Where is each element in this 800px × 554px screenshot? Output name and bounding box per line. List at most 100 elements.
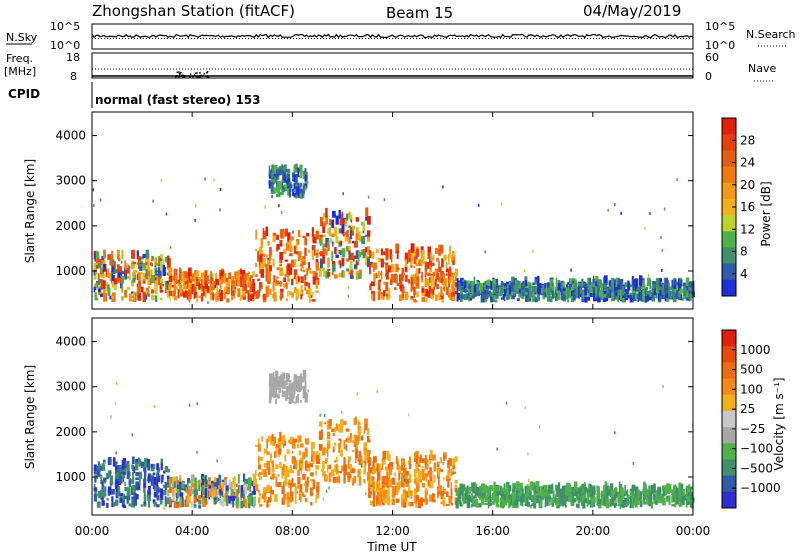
heatmap-cell: [320, 217, 324, 227]
heatmap-cell: [160, 290, 164, 293]
heatmap-cell: [387, 454, 391, 462]
heatmap-cell: [281, 382, 284, 389]
heatmap-cell: [271, 179, 276, 183]
heatmap-cell: [642, 279, 644, 287]
heatmap-cell: [289, 239, 292, 246]
heatmap-cell: [118, 258, 121, 262]
heatmap-cell: [273, 233, 277, 236]
heatmap-cell: [322, 461, 324, 464]
heatmap-speckle: [278, 204, 280, 208]
heatmap-cell: [626, 497, 630, 500]
heatmap-cell: [275, 476, 278, 486]
heatmap-cell: [686, 286, 689, 291]
heatmap-speckle: [500, 202, 503, 206]
heatmap-cell: [666, 299, 670, 302]
heatmap-cell: [97, 273, 100, 282]
heatmap-cell: [655, 497, 658, 501]
heatmap-cell: [260, 285, 263, 289]
heatmap-cell: [261, 493, 264, 498]
heatmap-cell: [164, 481, 167, 490]
heatmap-cell: [145, 249, 149, 259]
heatmap-cell: [263, 487, 267, 492]
heatmap-cell: [312, 276, 316, 285]
heatmap-cell: [408, 501, 412, 507]
heatmap-cell: [568, 484, 572, 492]
heatmap-cell: [454, 456, 458, 463]
heatmap-cell: [271, 164, 275, 174]
heatmap-cell: [457, 494, 460, 504]
heatmap-cell: [540, 498, 543, 505]
heatmap-cell: [531, 285, 536, 288]
heatmap-cell: [279, 251, 284, 260]
heatmap-cell: [468, 486, 471, 494]
heatmap-cell: [569, 290, 572, 299]
heatmap-speckle: [620, 211, 622, 215]
heatmap-cell: [292, 189, 295, 192]
heatmap-cell: [315, 262, 320, 271]
heatmap-cell: [639, 493, 643, 500]
heatmap-cell: [341, 248, 346, 258]
nsky-label: N.Sky: [6, 31, 38, 44]
heatmap-cell: [213, 489, 216, 498]
heatmap-cell: [430, 275, 434, 283]
heatmap-cell: [120, 275, 122, 284]
heatmap-cell: [296, 241, 298, 251]
heatmap-cell: [631, 288, 636, 293]
heatmap-cell: [441, 293, 444, 300]
heatmap-cell: [295, 174, 298, 184]
heatmap-cell: [294, 495, 297, 505]
heatmap-cell: [569, 289, 571, 293]
heatmap-speckle: [573, 489, 575, 493]
heatmap-cell: [271, 467, 275, 473]
heatmap-cell: [405, 492, 408, 502]
heatmap-cell: [582, 501, 586, 509]
heatmap-cell: [219, 487, 223, 493]
heatmap-cell: [232, 282, 234, 292]
heatmap-cell: [269, 390, 272, 400]
heatmap-cell: [588, 490, 592, 493]
heatmap-cell: [166, 497, 170, 505]
heatmap-cell: [588, 491, 591, 501]
heatmap-cell: [651, 297, 656, 302]
heatmap-cell: [245, 272, 249, 281]
heatmap-cell: [664, 288, 669, 299]
heatmap-cell: [299, 457, 302, 462]
heatmap-cell: [143, 487, 146, 493]
heatmap-cell: [156, 467, 161, 473]
heatmap-cell: [281, 372, 286, 380]
heatmap-cell: [306, 232, 310, 237]
freq-dip-dot: [183, 76, 185, 78]
heatmap-cell: [686, 277, 690, 287]
heatmap-cell: [586, 503, 589, 506]
heatmap-cell: [263, 470, 266, 475]
heatmap-cell: [398, 465, 402, 473]
heatmap-cell: [410, 283, 413, 292]
heatmap-cell: [237, 281, 241, 287]
heatmap-cell: [391, 498, 394, 505]
heatmap-cell: [312, 479, 315, 489]
heatmap-cell: [546, 489, 550, 497]
heatmap-cell: [308, 249, 310, 254]
heatmap-cell: [506, 286, 508, 295]
heatmap-cell: [460, 281, 465, 287]
heatmap-cell: [282, 167, 286, 173]
heatmap-cell: [385, 265, 389, 270]
heatmap-cell: [441, 258, 444, 268]
heatmap-cell: [160, 254, 163, 258]
heatmap-cell: [565, 292, 569, 300]
heatmap-cell: [631, 278, 635, 286]
heatmap-cell: [259, 504, 263, 507]
heatmap-cell: [156, 464, 159, 470]
heatmap-cell: [436, 257, 440, 262]
heatmap-cell: [128, 471, 131, 476]
heatmap-cell: [279, 462, 282, 468]
heatmap-cell: [521, 500, 524, 507]
colorbar-segment: [722, 150, 736, 168]
heatmap-cell: [579, 286, 582, 294]
heatmap-cell: [153, 491, 158, 498]
heatmap-cell: [424, 496, 427, 505]
heatmap-speckle: [460, 278, 462, 282]
heatmap-cell: [518, 293, 521, 297]
heatmap-cell: [674, 281, 679, 286]
